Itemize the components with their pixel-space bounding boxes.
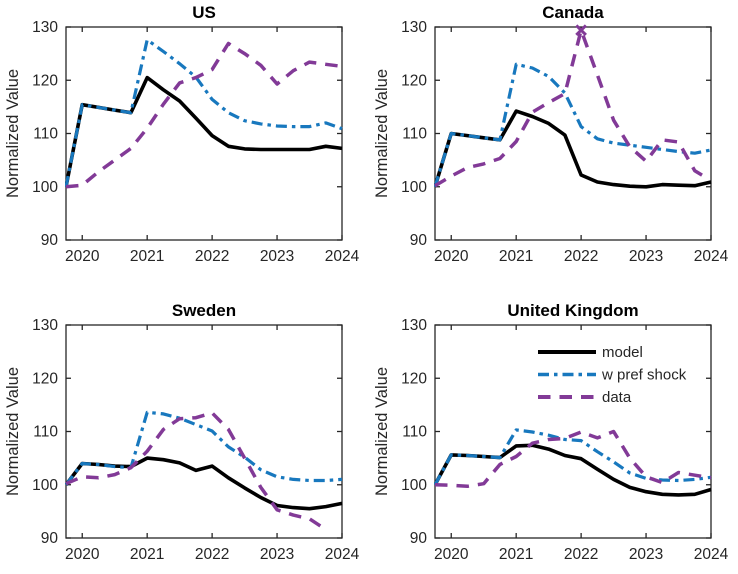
y-tick-label: 130	[32, 317, 58, 334]
x-tick-label: 2024	[325, 546, 360, 563]
series-line-model	[434, 109, 712, 189]
x-tick-label: 2021	[130, 248, 164, 265]
x-tick-label: 2020	[434, 248, 469, 265]
legend: model w pref shock data	[538, 344, 687, 406]
x-tick-label: 2021	[499, 546, 533, 563]
y-tick-label: 100	[401, 179, 427, 196]
y-axis-label: Normalized Value	[373, 367, 391, 496]
x-tick-label: 2023	[629, 546, 663, 563]
y-tick-label: 100	[401, 477, 427, 494]
legend-label-w-pref-shock: w pref shock	[601, 367, 687, 384]
series-line-w-pref-shock	[65, 410, 343, 486]
x-tick-label: 2020	[434, 546, 469, 563]
y-tick-label: 90	[410, 232, 428, 249]
x-tick-label: 2022	[564, 248, 598, 265]
data-marker-x	[575, 24, 587, 37]
x-tick-label: 2022	[195, 546, 229, 563]
x-tick-label: 2024	[694, 248, 729, 265]
legend-label-model: model	[602, 344, 643, 361]
y-tick-label: 120	[401, 370, 427, 387]
x-tick-label: 2023	[260, 546, 294, 563]
legend-label-data: data	[602, 389, 632, 406]
y-tick-label: 130	[32, 19, 58, 36]
subplot-title: Canada	[542, 3, 604, 22]
x-tick-label: 2021	[499, 248, 533, 265]
y-tick-label: 100	[32, 179, 58, 196]
x-tick-label: 2023	[260, 248, 294, 265]
y-tick-label: 130	[401, 19, 427, 36]
y-tick-label: 120	[401, 72, 427, 89]
x-tick-label: 2023	[629, 248, 663, 265]
y-axis-label: Normalized Value	[4, 367, 22, 496]
y-tick-label: 120	[32, 370, 58, 387]
y-axis-label: Normalized Value	[373, 69, 391, 198]
y-axis-label: Normalized Value	[4, 69, 22, 198]
y-tick-label: 90	[410, 530, 428, 547]
x-tick-label: 2020	[65, 546, 100, 563]
x-tick-label: 2021	[130, 546, 164, 563]
y-tick-label: 110	[33, 126, 58, 143]
y-tick-label: 90	[41, 232, 59, 249]
series-line-w-pref-shock	[434, 62, 712, 188]
x-tick-label: 2024	[694, 546, 729, 563]
subplot-us: 2020 2021 2022 2023 2024 90 100 110 120 130 US Norm…	[4, 3, 360, 265]
series-line-data	[434, 28, 706, 188]
y-tick-label: 130	[401, 317, 427, 334]
subplot-united-kingdom: 2020 2021 2022 2023 2024 90 100 110 120 130 United…	[373, 301, 729, 563]
series-line-w-pref-shock	[434, 428, 712, 486]
series-line-model	[65, 75, 343, 188]
series-line-data	[434, 429, 712, 489]
y-tick-label: 90	[41, 530, 59, 547]
axes-box	[434, 324, 712, 539]
x-tick-label: 2022	[195, 248, 229, 265]
x-tick-label: 2024	[325, 248, 360, 265]
series-line-model	[434, 443, 712, 497]
subplot-sweden: 2020 2021 2022 2023 2024 90 100 110 120 130 Sweden…	[4, 301, 360, 563]
y-tick-label: 120	[32, 72, 58, 89]
x-tick-label: 2022	[564, 546, 598, 563]
y-tick-label: 100	[32, 477, 58, 494]
y-tick-label: 110	[33, 424, 58, 441]
axes-box	[65, 26, 343, 241]
subplot-title: United Kingdom	[507, 301, 638, 320]
subplot-title: Sweden	[172, 301, 236, 320]
subplot-canada: 2020 2021 2022 2023 2024 90 100 110 120 130 Canada…	[373, 3, 729, 265]
y-tick-label: 110	[402, 126, 427, 143]
subplot-title: US	[192, 3, 216, 22]
x-tick-label: 2020	[65, 248, 100, 265]
series-line-data	[65, 411, 327, 531]
y-tick-label: 110	[402, 424, 427, 441]
axes-box	[65, 324, 343, 539]
series-line-data	[65, 41, 343, 189]
